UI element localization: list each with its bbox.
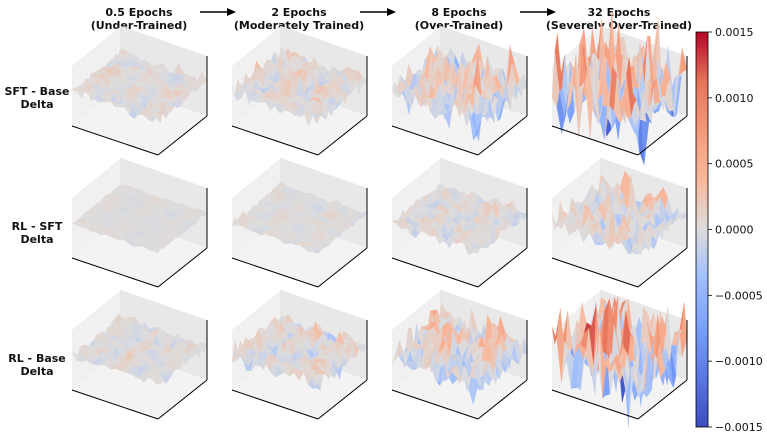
colorbar-gradient xyxy=(695,31,709,428)
column-titles: 0.5 Epochs (Under-Trained) 2 Epochs (Mod… xyxy=(91,6,692,32)
panel-r2-c3 xyxy=(391,158,528,288)
panel-r3-c2 xyxy=(231,290,368,420)
y-axis-line xyxy=(637,115,688,156)
panel-r3-c1 xyxy=(71,290,208,420)
y-axis-line xyxy=(637,247,688,288)
surface xyxy=(231,46,368,127)
floor-pane xyxy=(232,86,367,155)
row-title-1-line2: Delta xyxy=(20,98,53,111)
panel-r3-c4 xyxy=(551,290,688,428)
x-axis-line xyxy=(391,125,479,156)
x-axis-line xyxy=(71,125,159,156)
x-axis-line xyxy=(551,389,639,420)
surface-facet xyxy=(312,250,321,254)
floor-pane xyxy=(232,218,367,287)
x-axis-line xyxy=(391,389,479,420)
arrow-3 xyxy=(520,8,556,16)
col-title-4-line1: 32 Epochs xyxy=(588,6,651,19)
surface-facet xyxy=(153,379,161,385)
panel-r1-c3 xyxy=(391,26,528,156)
row-title-1-line1: SFT - Base xyxy=(5,85,70,98)
surface xyxy=(551,170,688,256)
colorbar-tick-label: 0.0015 xyxy=(715,26,754,39)
y-axis-line xyxy=(637,379,688,420)
surface xyxy=(391,43,528,142)
y-axis-line xyxy=(317,379,368,420)
surface-facet xyxy=(153,111,161,123)
progress-arrows xyxy=(200,8,556,16)
row-title-2-line2: Delta xyxy=(20,233,53,246)
x-axis-line xyxy=(551,125,639,156)
y-axis-line xyxy=(157,247,208,288)
x-axis-line xyxy=(231,257,319,288)
col-title-3-line2: (Over-Trained) xyxy=(415,19,504,32)
arrow-2 xyxy=(360,8,396,16)
colorbar: 0.0015 0.0010 0.0005 0.0000 −0.0005 −0.0010 −0… xyxy=(695,26,763,434)
y-axis-line xyxy=(157,379,208,420)
x-axis-line xyxy=(71,389,159,420)
arrow-1 xyxy=(200,8,236,16)
col-title-1-line1: 0.5 Epochs xyxy=(105,6,173,19)
y-axis-line xyxy=(477,379,528,420)
x-axis-line xyxy=(391,257,479,288)
colorbar-tick-label: −0.0010 xyxy=(715,355,763,368)
surface-facet xyxy=(633,248,641,256)
y-axis-line xyxy=(477,247,528,288)
floor-pane xyxy=(232,350,367,419)
panel-r2-c2 xyxy=(231,158,368,288)
panel-r1-c2 xyxy=(231,26,368,156)
surface-facet xyxy=(473,245,481,254)
floor-pane xyxy=(72,86,207,155)
row-title-2-line1: RL - SFT xyxy=(12,220,63,233)
surface xyxy=(551,296,688,428)
surface-panels xyxy=(71,11,688,428)
surface-facet xyxy=(473,378,481,405)
x-axis-line xyxy=(231,389,319,420)
surface-facet xyxy=(312,382,321,391)
surface-facet xyxy=(152,248,161,254)
y-axis-line xyxy=(317,247,368,288)
surface xyxy=(391,301,528,405)
panel-r1-c4 xyxy=(551,11,688,165)
x-axis-line xyxy=(71,257,159,288)
row-title-3-line1: RL - Base xyxy=(8,352,66,365)
row-title-3-line2: Delta xyxy=(20,365,53,378)
y-axis-line xyxy=(317,115,368,156)
panel-r3-c3 xyxy=(391,290,528,420)
row-titles: SFT - Base Delta RL - SFT Delta RL - Bas… xyxy=(5,85,70,378)
panel-r2-c1 xyxy=(71,158,208,288)
col-title-1-line2: (Under-Trained) xyxy=(91,19,188,32)
surface xyxy=(71,313,208,385)
surface-facet xyxy=(633,363,641,408)
x-axis-line xyxy=(551,257,639,288)
floor-pane xyxy=(72,218,207,287)
x-axis-line xyxy=(231,125,319,156)
floor-pane xyxy=(72,350,207,419)
colorbar-tick-label: −0.0015 xyxy=(715,421,763,434)
col-title-2-line1: 2 Epochs xyxy=(271,6,327,19)
col-title-3-line1: 8 Epochs xyxy=(431,6,487,19)
floor-pane xyxy=(392,218,527,287)
surface xyxy=(231,181,368,254)
surface xyxy=(551,11,688,165)
panel-r2-c4 xyxy=(551,158,688,288)
surface xyxy=(231,313,368,391)
y-axis-line xyxy=(157,115,208,156)
surface xyxy=(71,184,208,254)
col-title-2-line2: (Moderately Trained) xyxy=(234,19,364,32)
y-axis-line xyxy=(477,115,528,156)
surface-facet xyxy=(633,112,641,139)
colorbar-tick-label: 0.0010 xyxy=(715,92,754,105)
colorbar-tick-label: 0.0005 xyxy=(715,158,754,171)
panel-r1-c1 xyxy=(71,26,208,156)
surface xyxy=(71,48,208,123)
floor-pane xyxy=(552,350,687,419)
colorbar-ticks: 0.0015 0.0010 0.0005 0.0000 −0.0005 −0.0010 −0… xyxy=(708,26,763,434)
surface-facet xyxy=(313,107,321,124)
surface xyxy=(391,182,528,256)
colorbar-tick-label: 0.0000 xyxy=(715,224,754,237)
surface-facet xyxy=(473,121,481,141)
colorbar-tick-label: −0.0005 xyxy=(715,289,763,302)
